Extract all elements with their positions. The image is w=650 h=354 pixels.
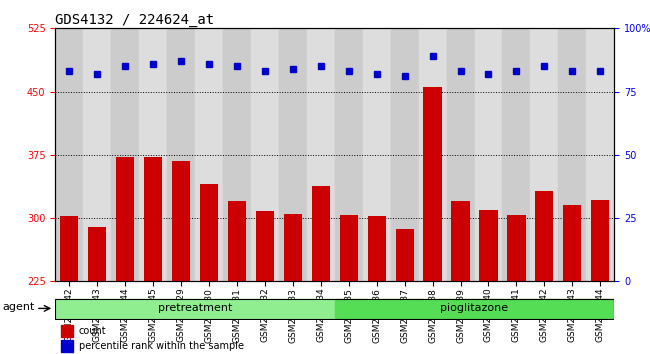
- Bar: [564, 205, 581, 281]
- Bar: [558, 28, 586, 281]
- Bar: [447, 28, 474, 281]
- Bar: [88, 227, 106, 281]
- Bar: [340, 215, 358, 281]
- Bar: [200, 184, 218, 281]
- Text: agent: agent: [3, 302, 35, 312]
- Bar: [61, 325, 73, 337]
- Bar: [172, 161, 190, 281]
- Bar: [167, 28, 195, 281]
- Bar: [312, 186, 330, 281]
- Bar: [592, 200, 609, 281]
- Bar: [60, 216, 78, 281]
- Bar: [251, 28, 279, 281]
- Text: percentile rank within the sample: percentile rank within the sample: [79, 341, 244, 352]
- Bar: [368, 216, 385, 281]
- Bar: [502, 28, 530, 281]
- Bar: [61, 340, 73, 353]
- Bar: [256, 211, 274, 281]
- Bar: [116, 158, 134, 281]
- Bar: [536, 191, 553, 281]
- Bar: [363, 28, 391, 281]
- Text: pretreatment: pretreatment: [158, 303, 232, 313]
- Bar: [508, 215, 525, 281]
- Bar: [228, 201, 246, 281]
- Bar: [139, 28, 167, 281]
- Bar: [284, 214, 302, 281]
- Bar: [419, 28, 447, 281]
- Bar: [586, 28, 614, 281]
- Bar: [335, 28, 363, 281]
- Bar: [335, 298, 614, 319]
- Text: count: count: [79, 326, 107, 336]
- Bar: [55, 28, 83, 281]
- Bar: [223, 28, 251, 281]
- Bar: [452, 201, 469, 281]
- Bar: [530, 28, 558, 281]
- Bar: [307, 28, 335, 281]
- Text: GDS4132 / 224624_at: GDS4132 / 224624_at: [55, 13, 214, 27]
- Bar: [144, 158, 162, 281]
- Bar: [55, 298, 335, 319]
- Bar: [396, 229, 413, 281]
- Bar: [474, 28, 502, 281]
- Bar: [195, 28, 223, 281]
- Bar: [279, 28, 307, 281]
- Bar: [391, 28, 419, 281]
- Text: pioglitazone: pioglitazone: [441, 303, 508, 313]
- Bar: [424, 86, 441, 281]
- Bar: [111, 28, 139, 281]
- Bar: [83, 28, 111, 281]
- Bar: [480, 210, 497, 281]
